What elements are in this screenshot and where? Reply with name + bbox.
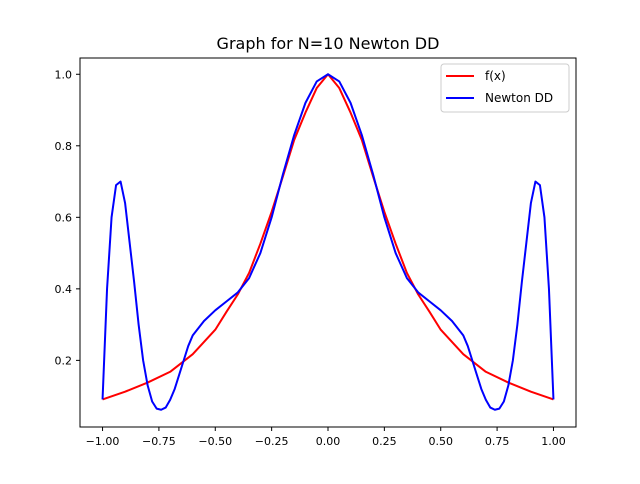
y-tick-label: 0.4	[55, 283, 73, 296]
y-tick-label: 1.0	[55, 68, 73, 81]
y-tick-label: 0.2	[55, 354, 73, 367]
x-axis: −1.00 −0.75 −0.50 −0.25 0.00 0.25 0.50 0.75 1.00	[86, 427, 566, 448]
y-tick-label: 0.8	[55, 140, 73, 153]
y-axis: 0.2 0.4 0.6 0.8 1.0	[55, 68, 80, 367]
x-tick-label: 1.00	[541, 435, 566, 448]
legend-label-1: Newton DD	[485, 91, 553, 105]
x-tick-label: 0.25	[372, 435, 397, 448]
y-tick-label: 0.6	[55, 211, 73, 224]
legend-label-0: f(x)	[485, 69, 506, 83]
series-line-1	[101, 73, 555, 411]
x-tick-label: −0.50	[198, 435, 232, 448]
x-tick-label: 0.50	[428, 435, 453, 448]
x-tick-label: 0.75	[485, 435, 510, 448]
x-tick-label: −0.75	[142, 435, 176, 448]
x-tick-label: 0.00	[316, 435, 341, 448]
x-tick-label: −0.25	[255, 435, 289, 448]
chart-title: Graph for N=10 Newton DD	[217, 34, 440, 53]
legend: f(x) Newton DD	[440, 63, 570, 113]
x-tick-label: −1.00	[86, 435, 120, 448]
